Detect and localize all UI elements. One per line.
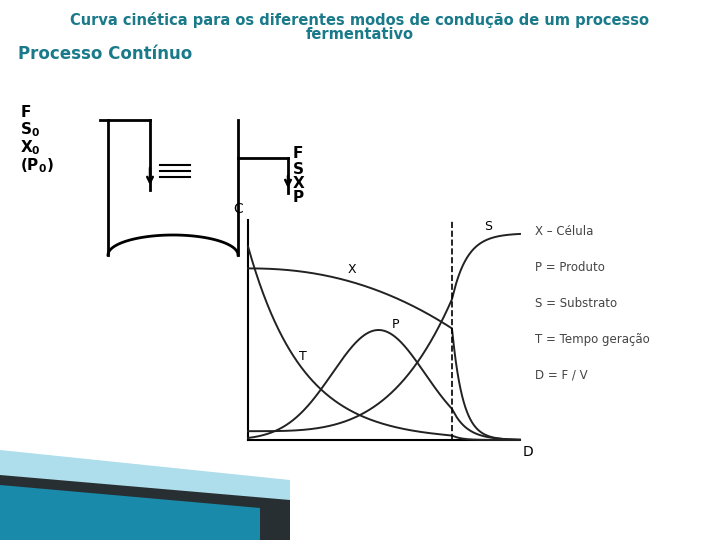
Text: fermentativo: fermentativo (306, 27, 414, 42)
Text: S: S (484, 220, 492, 233)
Text: $\mathbf{(P_0)}$: $\mathbf{(P_0)}$ (20, 157, 54, 176)
Text: X: X (347, 263, 356, 276)
Text: S = Substrato: S = Substrato (535, 297, 617, 310)
Text: D = F / V: D = F / V (535, 369, 588, 382)
Text: X – Célula: X – Célula (535, 225, 593, 238)
Text: Processo Contínuo: Processo Contínuo (18, 45, 192, 63)
Text: F: F (293, 146, 303, 161)
Text: T: T (299, 350, 307, 363)
Polygon shape (0, 450, 290, 540)
Text: P: P (392, 318, 399, 331)
Text: $\mathbf{F}$: $\mathbf{F}$ (20, 104, 31, 120)
Text: P = Produto: P = Produto (535, 261, 605, 274)
Text: D: D (523, 445, 534, 459)
Text: Curva cinética para os diferentes modos de condução de um processo: Curva cinética para os diferentes modos … (71, 12, 649, 28)
Text: $\mathbf{S_0}$: $\mathbf{S_0}$ (20, 120, 40, 139)
Text: P: P (293, 191, 304, 206)
Polygon shape (0, 475, 290, 540)
Text: $\mathbf{X_0}$: $\mathbf{X_0}$ (20, 139, 41, 157)
Text: S: S (293, 163, 304, 178)
Text: T = Tempo geração: T = Tempo geração (535, 333, 649, 346)
Polygon shape (0, 485, 260, 540)
Text: C: C (233, 202, 243, 216)
Text: X: X (293, 177, 305, 192)
